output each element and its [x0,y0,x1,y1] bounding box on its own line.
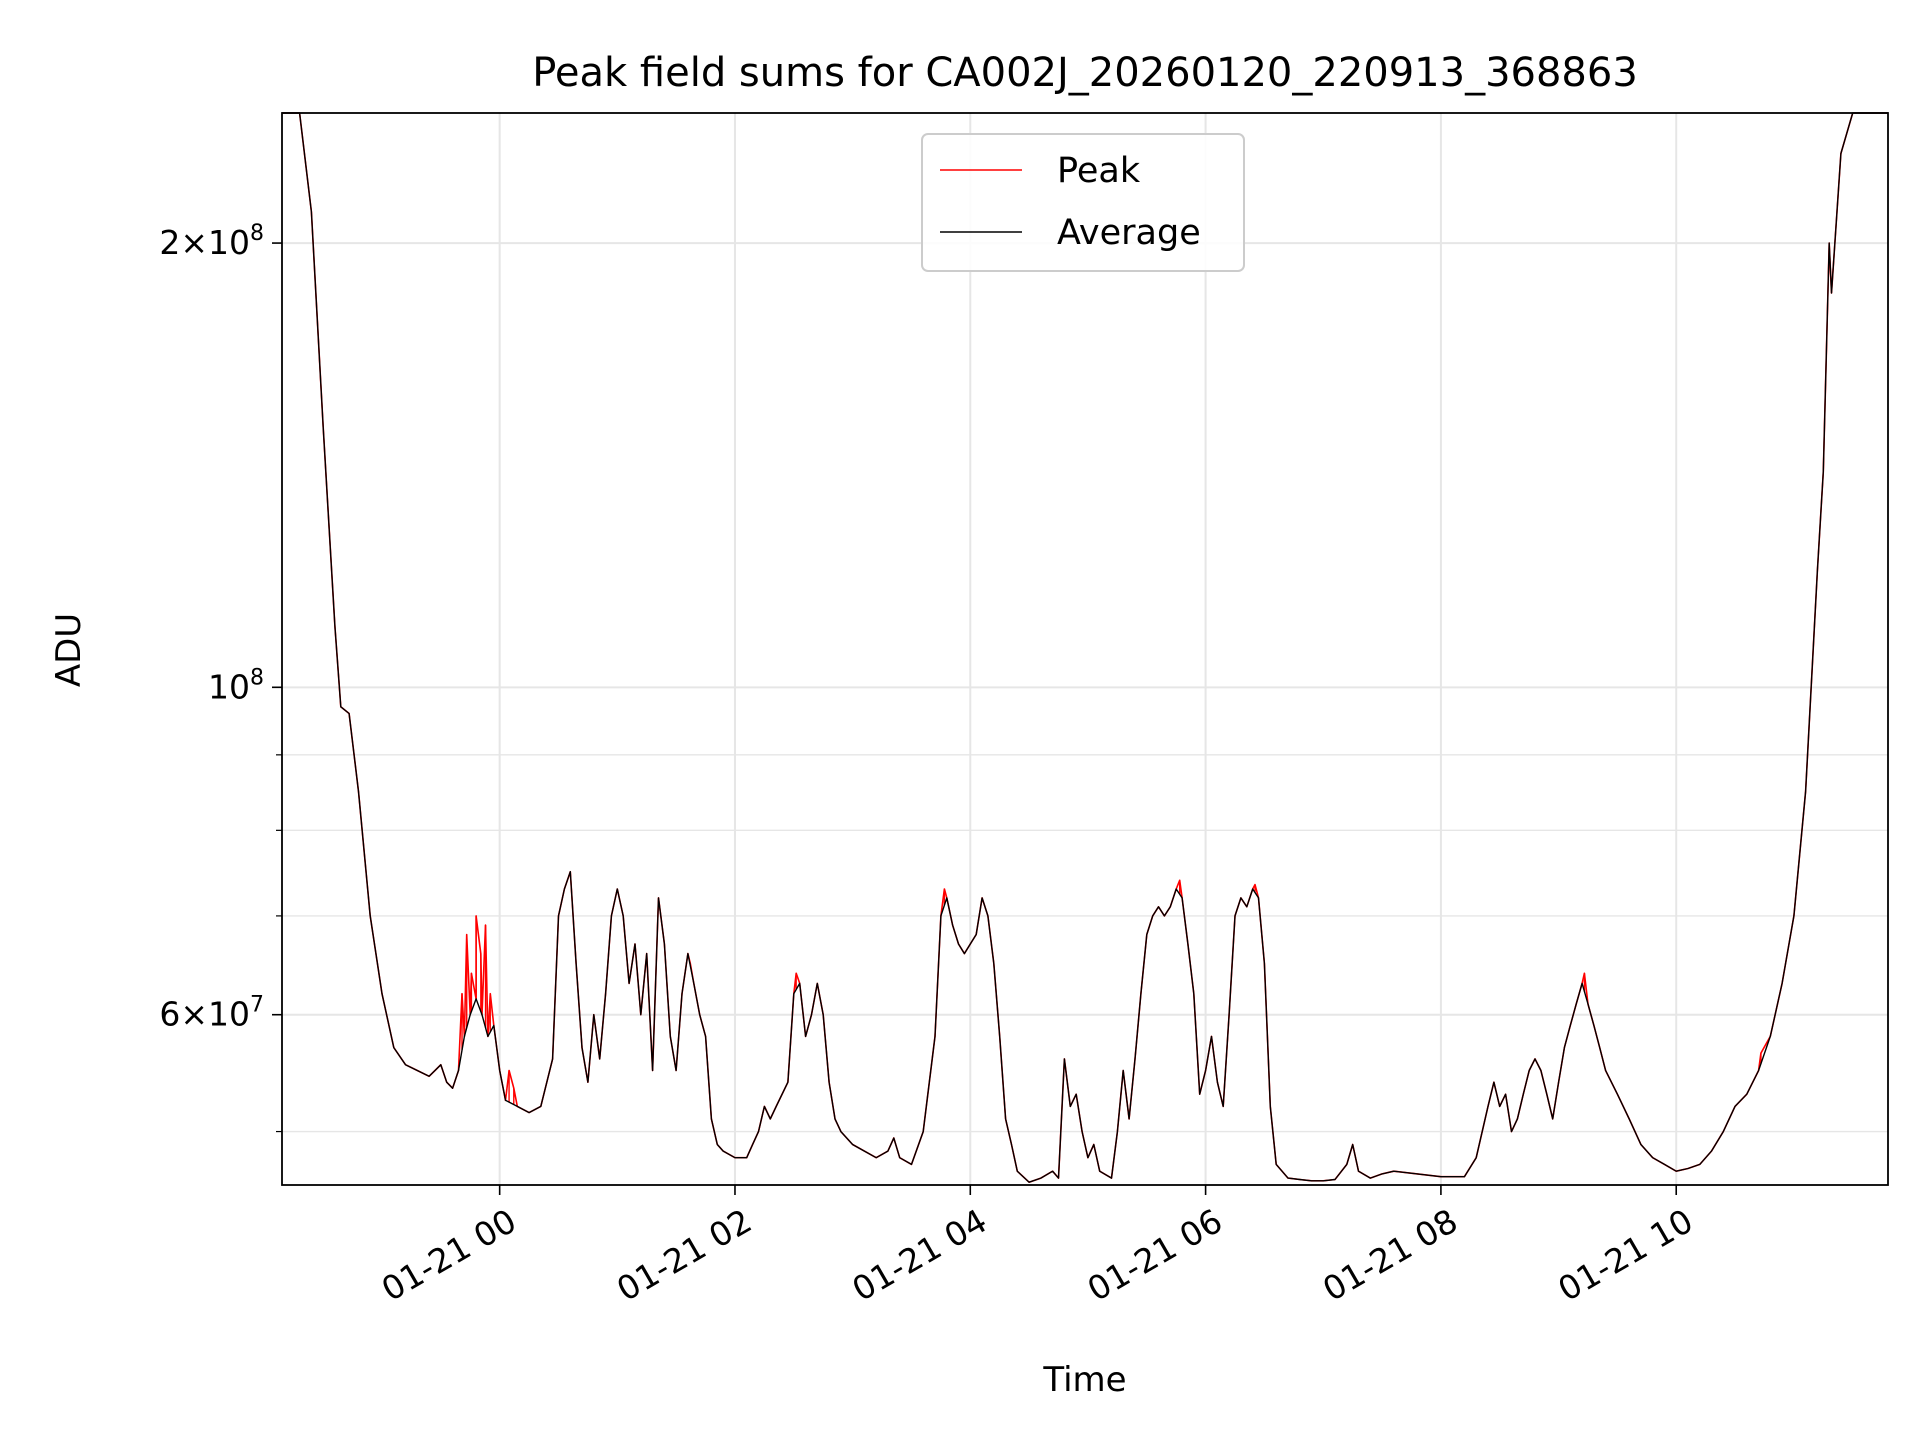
plot-frame [281,112,1889,1186]
legend-box [921,133,1245,272]
x-axis-label: Time [1042,1360,1126,1400]
legend: Peak Average [921,133,1245,272]
y-tick-label: 108 [208,665,264,706]
average-series-line [282,112,1888,1183]
grid-lines [282,113,1888,1185]
chart-title: Peak field sums for CA002J_20260120_2209… [532,50,1638,96]
y-axis-label: ADU [49,613,89,687]
peak-spikes [461,880,1762,1105]
y-tick-label: 6×107 [159,993,264,1034]
y-tick-label: 2×108 [159,221,264,262]
series-layer [282,112,1888,1183]
legend-peak-label: Peak [1057,151,1141,191]
legend-average-label: Average [1057,213,1201,253]
